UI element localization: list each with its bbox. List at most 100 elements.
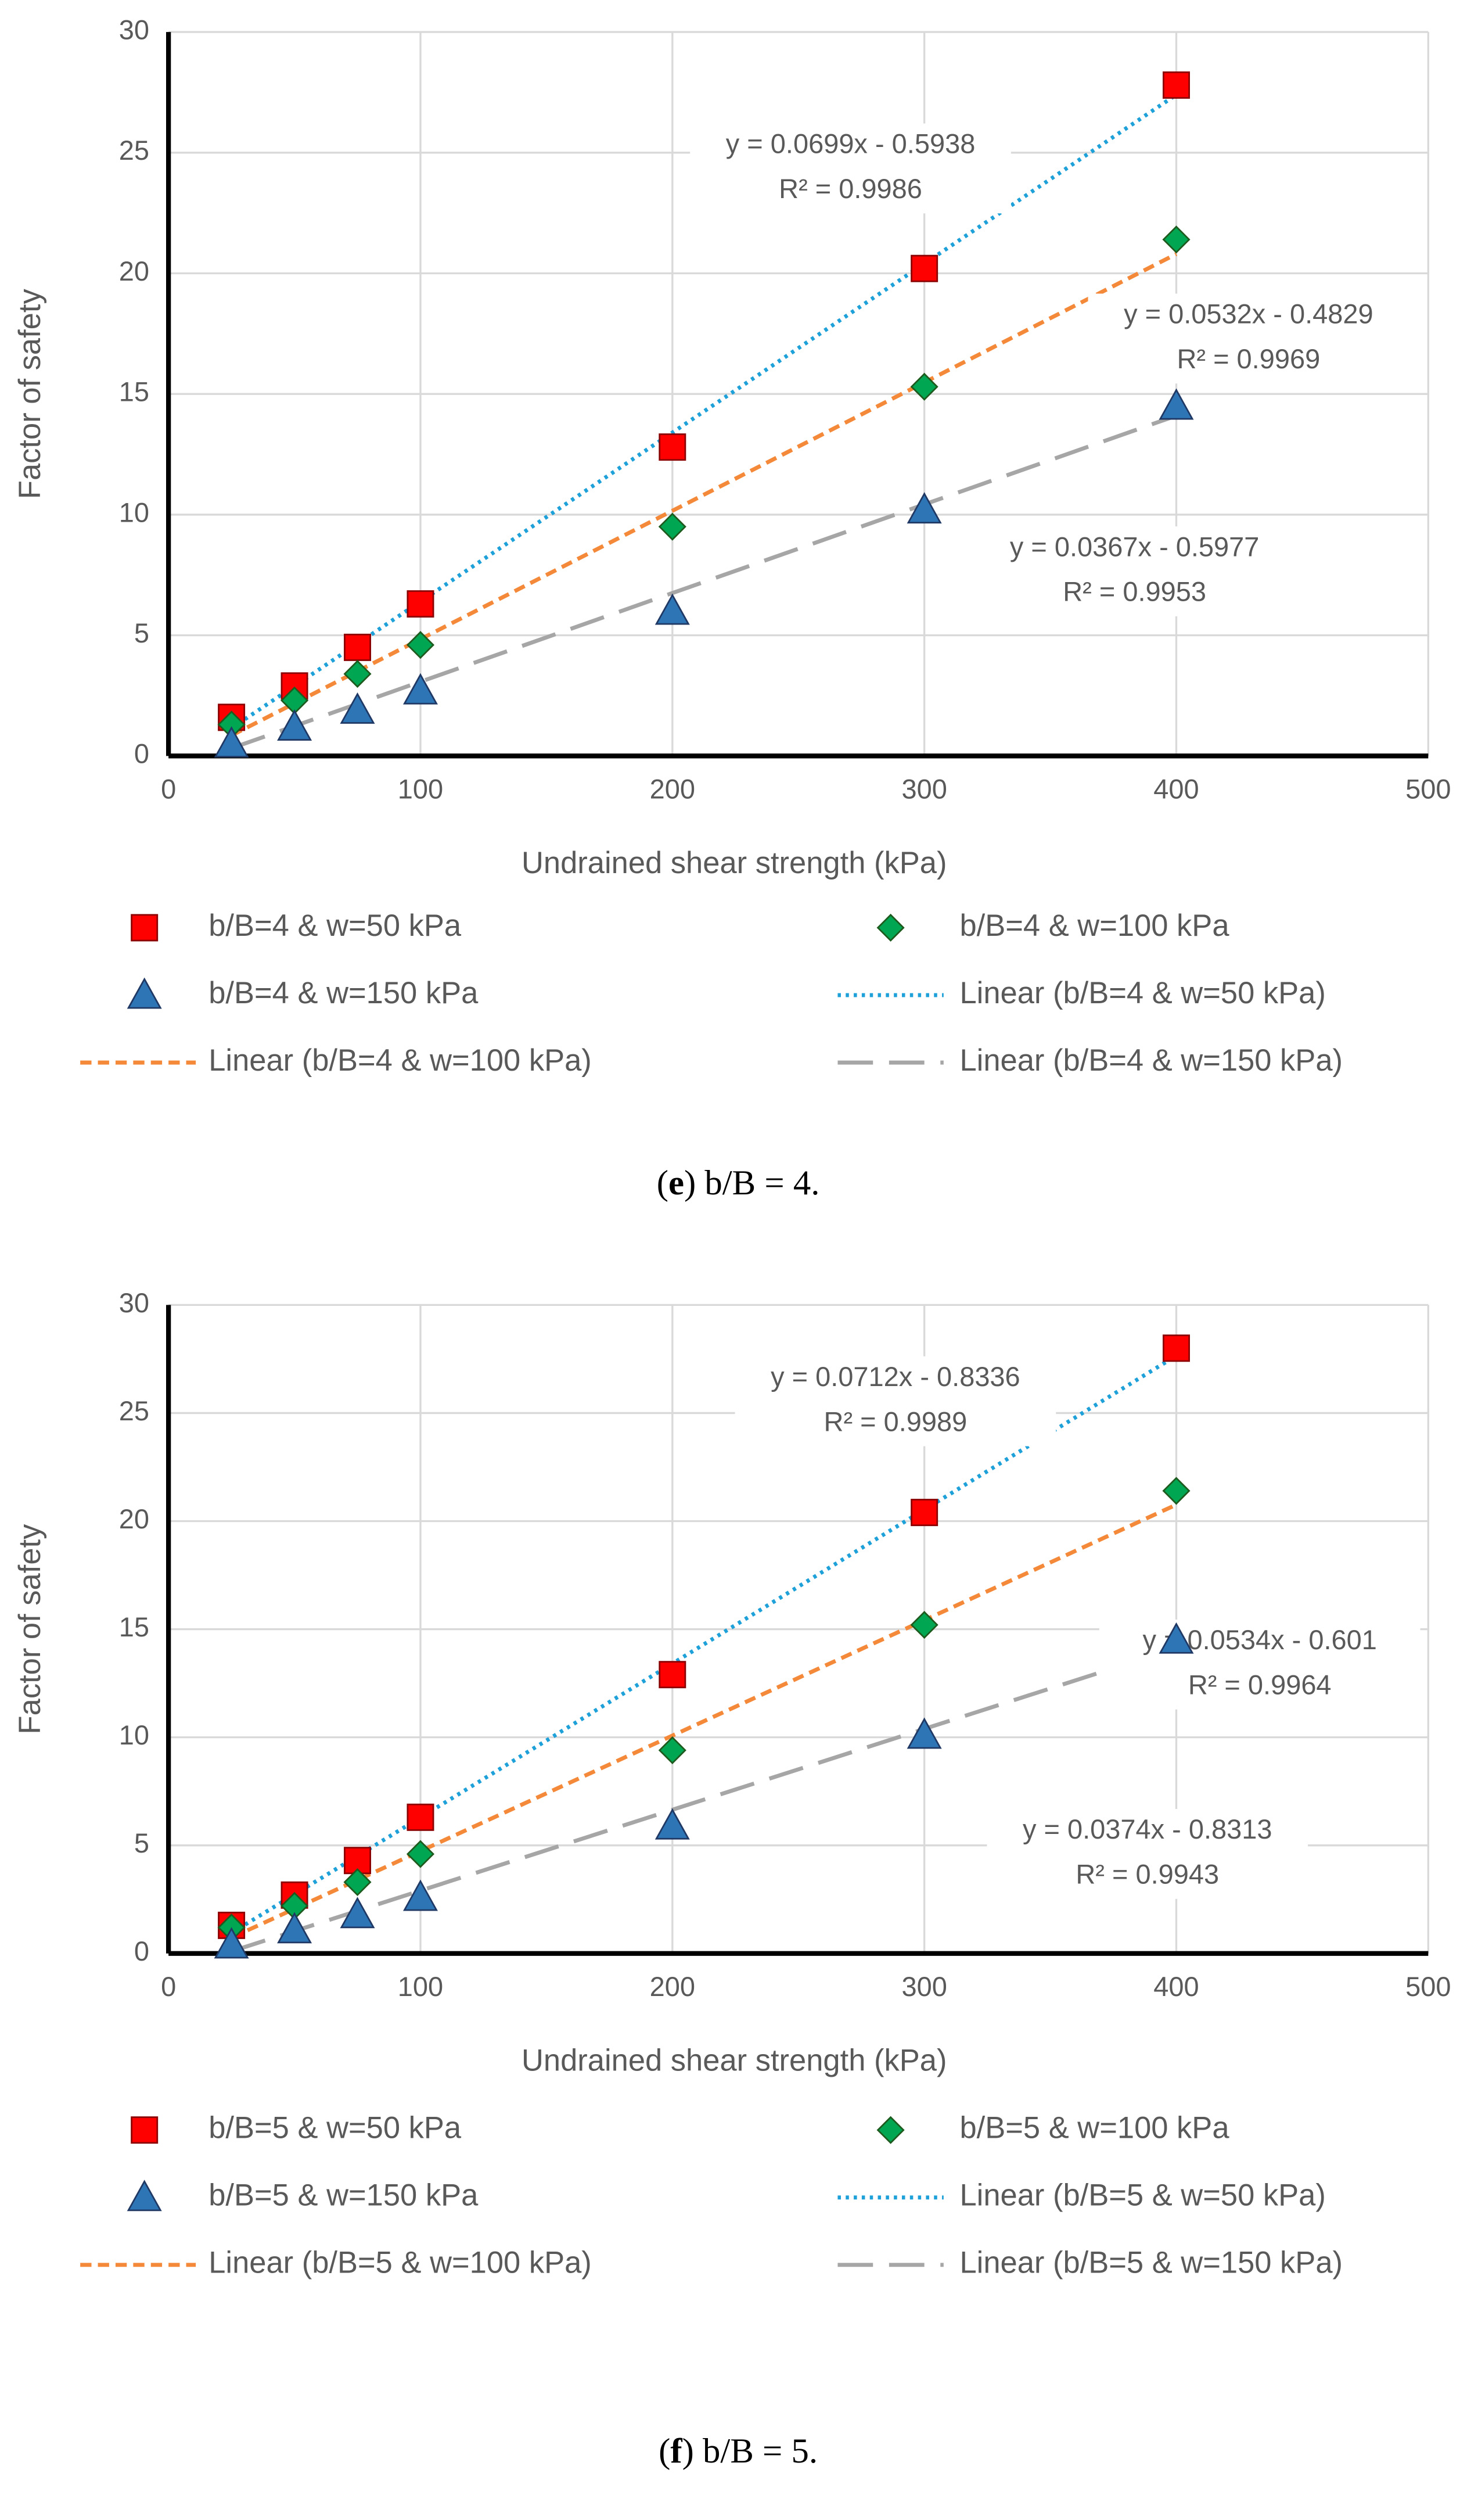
annotation: R² = 0.9989 <box>824 1406 968 1437</box>
caption: (e) b/B = 4. <box>657 1164 820 1202</box>
x-tick-label: 300 <box>901 774 947 805</box>
x-tick-label: 500 <box>1405 774 1451 805</box>
legend-label: b/B=4 & w=100 kPa <box>959 909 1229 943</box>
x-tick-label: 300 <box>901 1971 947 2002</box>
data-point <box>407 1803 434 1831</box>
data-point <box>911 254 938 282</box>
data-point <box>659 1661 686 1689</box>
data-point <box>406 631 435 659</box>
data-point <box>277 709 312 741</box>
caption-part: ( <box>657 1164 668 1202</box>
data-point <box>911 1499 938 1527</box>
annotation: y = 0.0532x - 0.4829 <box>1124 299 1373 329</box>
y-tick-label: 20 <box>119 256 149 286</box>
legend-label: b/B=5 & w=150 kPa <box>208 2178 479 2213</box>
trend-line <box>231 252 1178 738</box>
legend-label: Linear (b/B=5 & w=100 kPa) <box>208 2246 592 2280</box>
data-point <box>1163 1334 1190 1362</box>
y-tick-label: 15 <box>119 376 149 407</box>
annotation-bg <box>974 526 1295 616</box>
legend-label: Linear (b/B=4 & w=100 kPa) <box>208 1043 592 1078</box>
data-point <box>658 512 686 541</box>
annotation-bg <box>735 1356 1056 1446</box>
annotation: y = 0.0367x - 0.5977 <box>1010 531 1260 562</box>
y-tick-label: 25 <box>119 135 149 166</box>
x-tick-label: 100 <box>398 1971 443 2002</box>
legend-label: b/B=5 & w=50 kPa <box>208 2111 462 2145</box>
data-point <box>659 433 686 461</box>
y-tick-label: 0 <box>134 738 149 769</box>
annotation-bg <box>1088 293 1409 384</box>
data-point <box>343 660 372 688</box>
data-point <box>343 1868 372 1897</box>
trend-line <box>231 414 1177 751</box>
y-tick-label: 15 <box>119 1611 149 1642</box>
legend-marker <box>131 914 159 942</box>
annotation-bg <box>690 123 1011 214</box>
data-point <box>1162 225 1191 254</box>
x-tick-label: 500 <box>1405 1971 1451 2002</box>
annotation: y = 0.0374x - 0.8313 <box>1023 1814 1272 1844</box>
data-point <box>907 1717 942 1749</box>
legend-label: Linear (b/B=5 & w=50 kPa) <box>959 2178 1325 2213</box>
x-tick-label: 0 <box>161 774 176 805</box>
data-point <box>1159 1622 1194 1654</box>
data-point <box>1163 71 1190 99</box>
legend-label: Linear (b/B=5 & w=150 kPa) <box>959 2246 1343 2280</box>
annotation: y = 0.0712x - 0.8336 <box>771 1361 1020 1392</box>
data-point <box>655 593 690 625</box>
trend-line <box>231 1646 1177 1954</box>
x-tick-label: 400 <box>1153 1971 1199 2002</box>
annotation: R² = 0.9953 <box>1063 576 1206 607</box>
caption-part: ( <box>659 2432 670 2471</box>
trend-line <box>230 93 1178 730</box>
caption-part: f <box>670 2432 682 2471</box>
y-tick-label: 0 <box>134 1936 149 1966</box>
data-point <box>403 1879 438 1911</box>
data-point <box>1162 1477 1191 1505</box>
y-axis-label: Factor of safety <box>13 289 47 500</box>
caption-part: e <box>668 1164 684 1202</box>
data-point <box>910 372 938 401</box>
legend-label: Linear (b/B=4 & w=150 kPa) <box>959 1043 1343 1078</box>
y-axis-label: Factor of safety <box>13 1524 47 1735</box>
annotation: y = 0.0699x - 0.5938 <box>726 128 976 159</box>
y-tick-label: 30 <box>119 14 149 45</box>
data-point <box>407 590 434 618</box>
y-tick-label: 5 <box>134 1828 149 1858</box>
y-tick-label: 25 <box>119 1395 149 1426</box>
x-tick-label: 400 <box>1153 774 1199 805</box>
caption-part: ) b/B = 5. <box>682 2432 818 2471</box>
data-point <box>344 633 372 661</box>
legend-marker <box>876 2116 905 2144</box>
legend-label: b/B=5 & w=100 kPa <box>959 2111 1229 2145</box>
data-point <box>340 692 375 724</box>
annotation: R² = 0.9943 <box>1076 1859 1219 1890</box>
data-point <box>1159 388 1194 420</box>
x-tick-label: 100 <box>398 774 443 805</box>
legend-marker <box>127 977 162 1009</box>
x-tick-label: 200 <box>650 774 695 805</box>
legend-marker <box>127 2180 162 2212</box>
data-point <box>406 1840 435 1868</box>
data-point <box>214 1927 249 1959</box>
x-tick-label: 200 <box>650 1971 695 2002</box>
y-tick-label: 20 <box>119 1503 149 1534</box>
data-point <box>277 1912 312 1944</box>
annotation-bg <box>1099 1619 1421 1710</box>
annotation-bg <box>987 1809 1308 1899</box>
trend-line <box>231 1503 1177 1940</box>
legend-label: b/B=4 & w=50 kPa <box>208 909 462 943</box>
data-point <box>340 1897 375 1929</box>
y-tick-label: 10 <box>119 1720 149 1750</box>
annotation: R² = 0.9986 <box>779 173 922 204</box>
annotation: R² = 0.9969 <box>1177 343 1320 374</box>
caption-part: ) b/B = 4. <box>684 1164 820 1202</box>
x-axis-label: Undrained shear strength (kPa) <box>522 2044 947 2078</box>
y-tick-label: 10 <box>119 497 149 527</box>
legend-marker <box>876 913 905 942</box>
caption: (f) b/B = 5. <box>659 2432 818 2471</box>
data-point <box>907 492 942 524</box>
y-tick-label: 30 <box>119 1287 149 1318</box>
